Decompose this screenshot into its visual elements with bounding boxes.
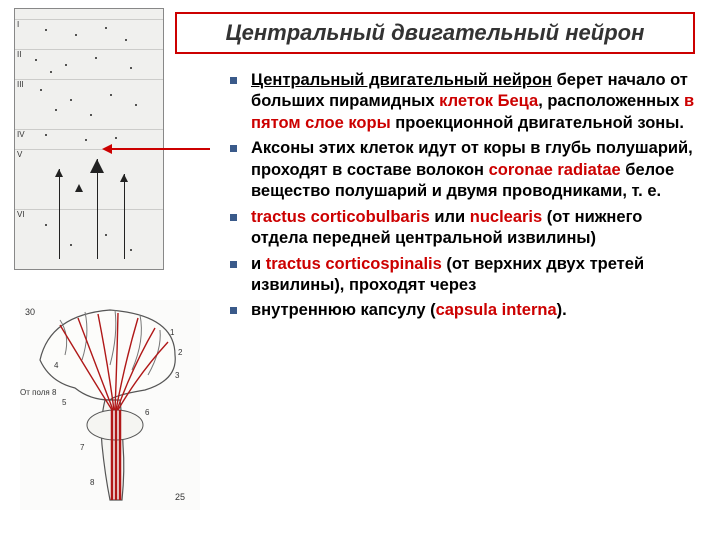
tract-label: 30	[25, 307, 35, 317]
slide-title: Центральный двигательный нейрон	[187, 20, 683, 46]
svg-text:3: 3	[175, 371, 180, 380]
bullet-item: Центральный двигательный нейрон берет на…	[230, 70, 700, 134]
cortex-layer-label: III	[15, 79, 163, 89]
tract-illustration: 30 От поля 8 25 1 2 3 4 5 6 7 8	[20, 300, 200, 510]
bullet-text: Аксоны этих клеток идут от коры в глубь …	[251, 138, 700, 202]
svg-text:5: 5	[62, 398, 67, 407]
content-area: Центральный двигательный нейрон берет на…	[230, 70, 700, 326]
cortex-illustration: I II III IV V VI	[14, 8, 164, 270]
cortex-layer-label: V	[15, 149, 163, 159]
tract-svg: 30 От поля 8 25 1 2 3 4 5 6 7 8	[20, 300, 200, 510]
bullet-marker-icon	[230, 77, 237, 84]
bullet-text: внутреннюю капсулу (capsula interna).	[251, 300, 567, 321]
svg-text:8: 8	[90, 478, 95, 487]
bullet-text: Центральный двигательный нейрон берет на…	[251, 70, 700, 134]
bullet-text: tractus corticobulbaris или nuclearis (о…	[251, 207, 700, 250]
bullet-item: Аксоны этих клеток идут от коры в глубь …	[230, 138, 700, 202]
pointer-arrow	[110, 148, 210, 150]
bullet-marker-icon	[230, 261, 237, 268]
svg-text:2: 2	[178, 348, 183, 357]
bullet-text: и tractus corticospinalis (от верхних дв…	[251, 254, 700, 297]
svg-text:1: 1	[170, 328, 175, 337]
tract-label: 25	[175, 492, 185, 502]
svg-text:4: 4	[54, 361, 59, 370]
cortex-layer-label: I	[15, 19, 163, 29]
cortex-layer-label: VI	[15, 209, 163, 219]
bullet-item: tractus corticobulbaris или nuclearis (о…	[230, 207, 700, 250]
tract-label: От поля 8	[20, 388, 57, 397]
cortex-layer-label: II	[15, 49, 163, 59]
bullet-marker-icon	[230, 214, 237, 221]
bullet-item: и tractus corticospinalis (от верхних дв…	[230, 254, 700, 297]
bullet-marker-icon	[230, 145, 237, 152]
svg-text:6: 6	[145, 408, 150, 417]
cortex-layer-label: IV	[15, 129, 163, 139]
bullet-marker-icon	[230, 307, 237, 314]
slide: Центральный двигательный нейрон I II III…	[0, 0, 720, 540]
bullet-item: внутреннюю капсулу (capsula interna).	[230, 300, 700, 321]
svg-text:7: 7	[80, 443, 85, 452]
title-box: Центральный двигательный нейрон	[175, 12, 695, 54]
